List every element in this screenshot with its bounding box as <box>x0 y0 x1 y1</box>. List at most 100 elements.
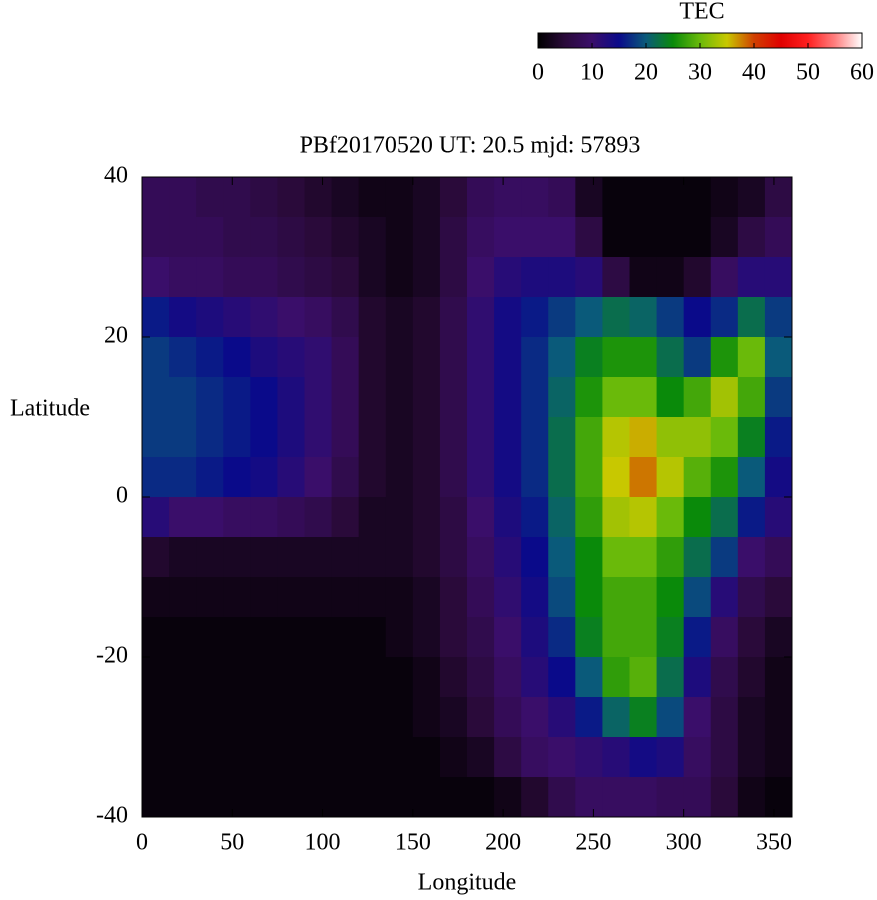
heatmap-cell <box>656 377 685 418</box>
heatmap-cell <box>710 617 739 658</box>
heatmap-cell <box>764 417 793 458</box>
heatmap-cell <box>710 337 739 378</box>
heatmap-cell <box>412 697 441 738</box>
heatmap-cell <box>629 577 658 618</box>
heatmap-cell <box>629 697 658 738</box>
heatmap-cell <box>439 417 468 458</box>
heatmap-cell <box>656 577 685 618</box>
heatmap-cell <box>412 497 441 538</box>
heatmap-cell <box>142 737 170 778</box>
heatmap-cell <box>656 177 685 218</box>
y-tick-label: 20 <box>104 323 128 349</box>
heatmap-cell <box>467 257 495 298</box>
heatmap-cell <box>304 617 333 658</box>
heatmap-cell <box>304 177 333 218</box>
heatmap-cell <box>277 497 305 538</box>
heatmap-cell <box>602 297 630 338</box>
heatmap-cell <box>494 457 522 498</box>
heatmap-cell <box>710 777 739 818</box>
y-tick-label: -40 <box>96 803 128 829</box>
heatmap-cell <box>142 297 170 338</box>
heatmap-cell <box>142 657 170 698</box>
heatmap-cell <box>385 297 414 338</box>
heatmap-cell <box>467 737 495 778</box>
heatmap-cell <box>656 537 685 578</box>
heatmap-cell <box>412 337 441 378</box>
heatmap-cell <box>710 217 739 258</box>
heatmap-cell <box>142 377 170 418</box>
heatmap-cell <box>548 537 576 578</box>
heatmap-cell <box>602 737 630 778</box>
heatmap-cell <box>304 777 333 818</box>
heatmap-cell <box>467 417 495 458</box>
heatmap-cell <box>521 417 549 458</box>
heatmap-cell <box>548 337 576 378</box>
heatmap-cell <box>304 457 333 498</box>
heatmap-cell <box>169 537 197 578</box>
heatmap-cell <box>169 257 197 298</box>
heatmap-cell <box>602 497 630 538</box>
heatmap-cell <box>683 177 712 218</box>
heatmap-cell <box>683 697 712 738</box>
heatmap-cell <box>169 217 197 258</box>
heatmap-cell <box>710 537 739 578</box>
heatmap-cell <box>223 297 251 338</box>
heatmap-cell <box>656 737 685 778</box>
heatmap-cell <box>412 257 441 298</box>
heatmap-cell <box>575 217 603 258</box>
heatmap-cell <box>521 457 549 498</box>
heatmap-cell <box>358 377 387 418</box>
heatmap-cell <box>602 617 630 658</box>
heatmap-cell <box>358 417 387 458</box>
colorbar-tick-label: 0 <box>532 60 544 86</box>
heatmap-cell <box>548 577 576 618</box>
heatmap-cell <box>385 577 414 618</box>
heatmap-cell <box>710 737 739 778</box>
heatmap-cell <box>196 697 224 738</box>
heatmap-cell <box>467 457 495 498</box>
heatmap-cell <box>656 297 685 338</box>
x-axis-label: Longitude <box>418 870 517 896</box>
heatmap-cell <box>710 657 739 698</box>
heatmap-cell <box>196 217 224 258</box>
heatmap-cell <box>196 177 224 218</box>
heatmap-cell <box>358 457 387 498</box>
heatmap-cell <box>304 497 333 538</box>
heatmap-cell <box>142 777 170 818</box>
heatmap-cell <box>710 497 739 538</box>
heatmap-cell <box>250 497 278 538</box>
heatmap-cell <box>196 297 224 338</box>
heatmap-cell <box>250 617 278 658</box>
heatmap-cell <box>467 297 495 338</box>
heatmap-cell <box>385 617 414 658</box>
heatmap-cell <box>304 417 333 458</box>
heatmap-cell <box>385 657 414 698</box>
x-tick-label: 50 <box>220 830 244 856</box>
heatmap-cell <box>196 417 224 458</box>
heatmap-cell <box>629 537 658 578</box>
heatmap-cell <box>250 537 278 578</box>
heatmap-cell <box>331 297 360 338</box>
heatmap-cell <box>277 537 305 578</box>
heatmap-cell <box>439 257 468 298</box>
heatmap-cell <box>439 737 468 778</box>
heatmap-cell <box>250 217 278 258</box>
heatmap-cell <box>737 177 766 218</box>
heatmap-cell <box>575 457 603 498</box>
x-tick-label: 100 <box>305 830 341 856</box>
x-tick-label: 300 <box>666 830 702 856</box>
heatmap-cell <box>764 217 793 258</box>
heatmap-cell <box>629 457 658 498</box>
heatmap-cell <box>304 697 333 738</box>
heatmap-cell <box>277 577 305 618</box>
heatmap-cell <box>385 457 414 498</box>
heatmap-cell <box>656 657 685 698</box>
heatmap-cell <box>467 617 495 658</box>
heatmap-cell <box>683 377 712 418</box>
heatmap-cell <box>467 497 495 538</box>
heatmap-cell <box>196 497 224 538</box>
heatmap-cell <box>764 337 793 378</box>
heatmap-cell <box>764 377 793 418</box>
heatmap-cell <box>277 177 305 218</box>
heatmap-cell <box>439 617 468 658</box>
